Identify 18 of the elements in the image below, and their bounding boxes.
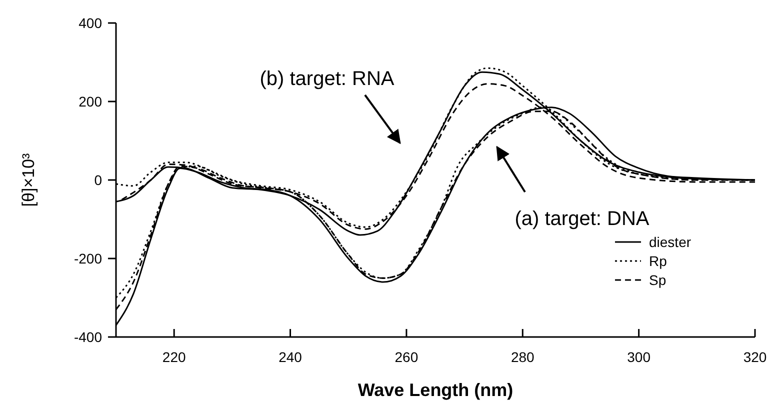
y-axis-title: [θ]×10³ [19,152,38,207]
x-tick-label: 280 [510,349,535,365]
x-tick-label: 320 [743,349,767,365]
x-tick-label: 260 [394,349,418,365]
x-tick-label: 220 [162,349,186,365]
y-tick-label: -400 [74,328,102,345]
y-tick-label: 200 [78,93,102,110]
annotation: (b) target: RNA [260,68,395,90]
legend-label: Rp [649,252,668,269]
y-tick-label: 0 [94,172,102,188]
y-tick-label: -200 [74,250,102,266]
annotation: (a) target: DNA [514,208,650,230]
x-tick-label: 300 [627,349,651,365]
y-tick-label: 400 [78,14,102,31]
legend-label: diester [649,234,692,250]
x-axis-title: Wave Length (nm) [358,380,514,400]
x-tick-label: 240 [278,349,302,365]
legend-label: Sp [649,272,666,288]
